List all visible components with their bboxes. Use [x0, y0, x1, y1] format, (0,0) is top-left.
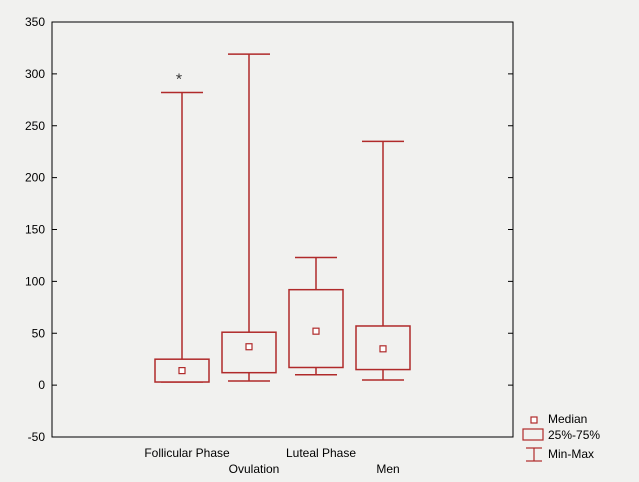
- legend-label-iqr: 25%-75%: [548, 428, 600, 442]
- legend-label-median: Median: [548, 412, 587, 426]
- plot-area: [52, 22, 513, 437]
- median-marker: [379, 345, 387, 353]
- box-iqr: [221, 331, 277, 374]
- x-category-label: Luteal Phase: [286, 446, 356, 460]
- y-tick-label: 150: [25, 223, 45, 237]
- significance-annotation: *: [176, 72, 182, 89]
- y-tick-label: 300: [25, 67, 45, 81]
- y-tick-label: 0: [38, 378, 45, 392]
- y-tick-label: -50: [28, 430, 46, 444]
- y-tick-label: 100: [25, 274, 45, 288]
- y-tick-label: 50: [32, 326, 46, 340]
- y-tick-label: 250: [25, 119, 45, 133]
- median-marker: [178, 367, 186, 375]
- y-tick-label: 350: [25, 15, 45, 29]
- x-category-label: Follicular Phase: [144, 446, 230, 460]
- plot-frame: [51, 21, 514, 438]
- median-marker: [312, 327, 320, 335]
- legend-box-swatch: [522, 428, 544, 441]
- x-category-label: Men: [376, 462, 399, 476]
- x-category-label: Ovulation: [229, 462, 280, 476]
- legend-median-swatch: [530, 416, 538, 424]
- median-marker: [245, 343, 253, 351]
- y-tick-label: 200: [25, 171, 45, 185]
- legend-label-minmax: Min-Max: [548, 447, 594, 461]
